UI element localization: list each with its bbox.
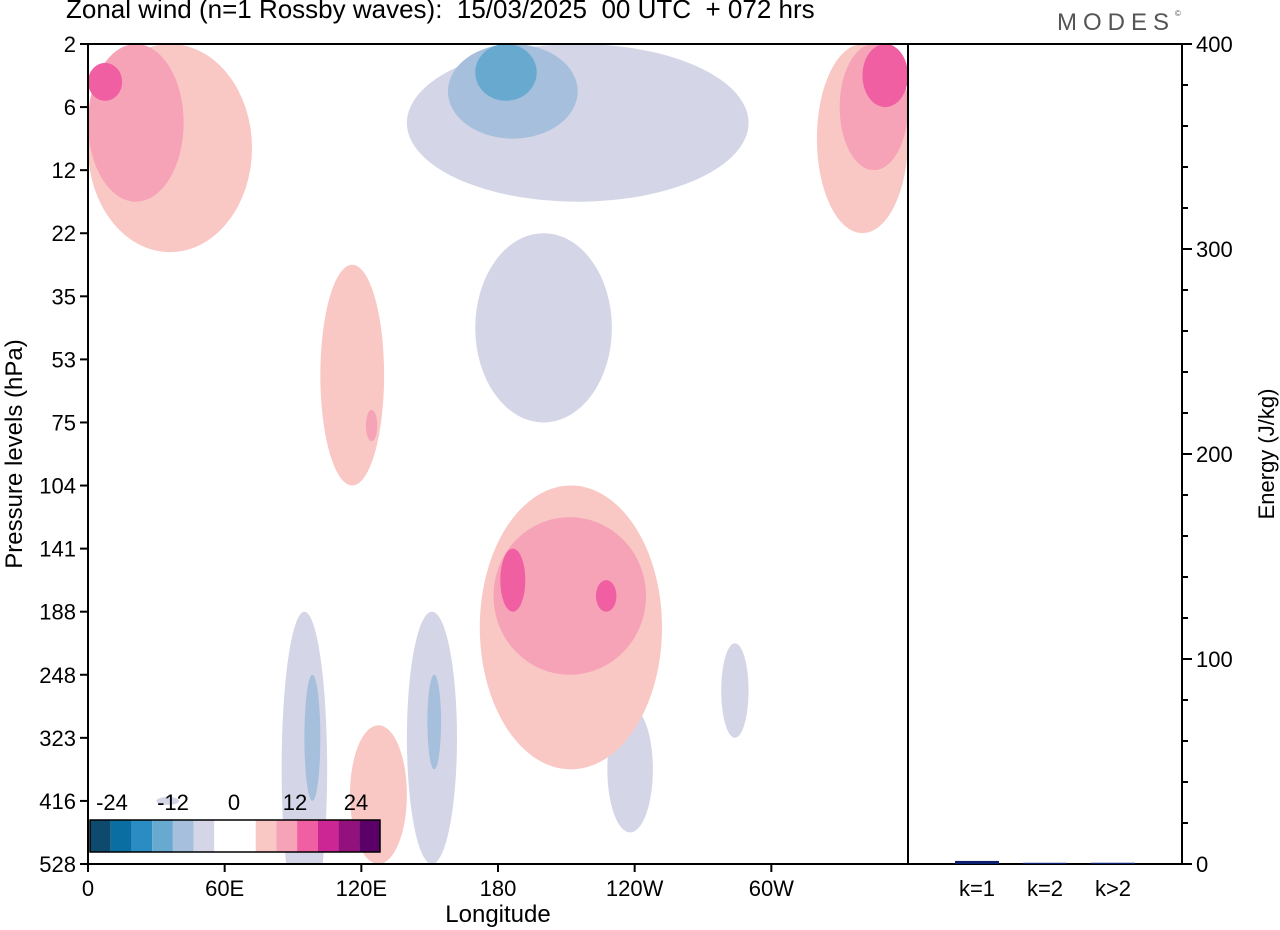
energy-tick-label: 0 <box>1196 852 1208 877</box>
contour-region-negative-3 <box>475 233 612 423</box>
colorbar-frame <box>89 819 381 853</box>
energy-tick-label: 400 <box>1196 32 1233 57</box>
colorbar: -24 -12 0 12 24 <box>89 790 381 853</box>
colorbar-swatch <box>152 820 173 852</box>
energy-bars: k=1 k=2 k>2 <box>955 860 1135 901</box>
colorbar-swatch <box>172 820 194 852</box>
y-tick-label: 6 <box>64 95 76 120</box>
colorbar-label: -12 <box>157 790 189 815</box>
contour-region-positive-21 <box>500 548 526 612</box>
colorbar-label: -24 <box>96 790 128 815</box>
energy-tick-label: 200 <box>1196 442 1233 467</box>
energy-tick-label: 300 <box>1196 237 1233 262</box>
contour-region-positive-20 <box>88 62 123 101</box>
colorbar-swatch <box>110 820 132 852</box>
y-tick-label: 35 <box>52 284 76 309</box>
y-axis: 2 6 12 22 35 53 75 104 141 188 248 323 416 528 <box>39 32 88 877</box>
x-tick-label: 60E <box>205 876 244 901</box>
energy-panel-frame <box>907 43 1183 865</box>
x-tick-label: 60W <box>749 876 794 901</box>
y-tick-label: 528 <box>39 852 76 877</box>
brand-logo: MODES© <box>1057 9 1181 37</box>
colorbar-swatch <box>276 820 298 852</box>
x-tick-label: 120E <box>336 876 387 901</box>
colorbar-label: 24 <box>344 790 368 815</box>
colorbar-swatch <box>338 820 360 852</box>
y-tick-label: 416 <box>39 789 76 814</box>
energy-bar <box>1023 862 1067 864</box>
x-tick-label: 0 <box>82 876 94 901</box>
contour-region-negative-12 <box>304 674 321 801</box>
y-tick-label: 104 <box>39 474 76 499</box>
contour-region-positive-17 <box>493 517 647 675</box>
y-tick-label: 12 <box>52 158 76 183</box>
contour-region-positive-16 <box>365 409 378 442</box>
brand-mark: © <box>1175 9 1181 18</box>
contour-region-positive-8 <box>320 264 385 486</box>
chart-title: Zonal wind (n=1 Rossby waves): 15/03/202… <box>66 0 815 24</box>
contour-layer <box>88 44 908 864</box>
colorbar-swatch <box>90 820 111 852</box>
contour-region-negative-13 <box>427 674 442 770</box>
brand-name: MODES <box>1057 9 1176 36</box>
contour-region-negative-0 <box>156 796 180 805</box>
contour-region-negative-19 <box>475 44 537 101</box>
contour-region-negative-1 <box>281 611 328 864</box>
energy-bar <box>1091 862 1135 864</box>
y-tick-label: 22 <box>52 221 76 246</box>
colorbar-swatch <box>297 820 318 852</box>
contour-region-positive-23 <box>862 44 908 108</box>
energy-axis-label: Energy (J/kg) <box>1254 389 1279 520</box>
y-tick-label: 141 <box>39 537 76 562</box>
x-axis: 0 60E 120E 180 120W 60W <box>82 864 794 901</box>
energy-bar <box>955 860 999 864</box>
contour-region-negative-6 <box>721 643 749 738</box>
colorbar-swatch <box>255 820 277 852</box>
colorbar-swatch <box>235 820 256 852</box>
colorbar-swatch <box>214 820 235 852</box>
x-tick-label: 120W <box>606 876 664 901</box>
y-tick-label: 323 <box>39 726 76 751</box>
colorbar-swatch <box>193 820 215 852</box>
colorbar-swatch <box>131 820 153 852</box>
y-tick-label: 188 <box>39 600 76 625</box>
y-tick-label: 53 <box>52 347 76 372</box>
colorbar-label: 0 <box>228 790 240 815</box>
y-tick-label: 248 <box>39 663 76 688</box>
energy-category-label: k>2 <box>1095 876 1131 901</box>
energy-tick-label: 100 <box>1196 647 1233 672</box>
x-axis-label: Longitude <box>445 901 550 928</box>
colorbar-swatch <box>317 820 339 852</box>
colorbar-swatch <box>359 820 380 852</box>
energy-axis: 0 100 200 300 400 <box>1182 32 1233 877</box>
energy-category-label: k=1 <box>959 876 995 901</box>
colorbar-label: 12 <box>283 790 307 815</box>
energy-category-label: k=2 <box>1027 876 1063 901</box>
y-tick-label: 2 <box>64 32 76 57</box>
x-tick-label: 180 <box>480 876 517 901</box>
y-tick-label: 75 <box>52 410 76 435</box>
contour-region-positive-22 <box>595 580 617 612</box>
y-axis-label: Pressure levels (hPa) <box>1 339 28 568</box>
